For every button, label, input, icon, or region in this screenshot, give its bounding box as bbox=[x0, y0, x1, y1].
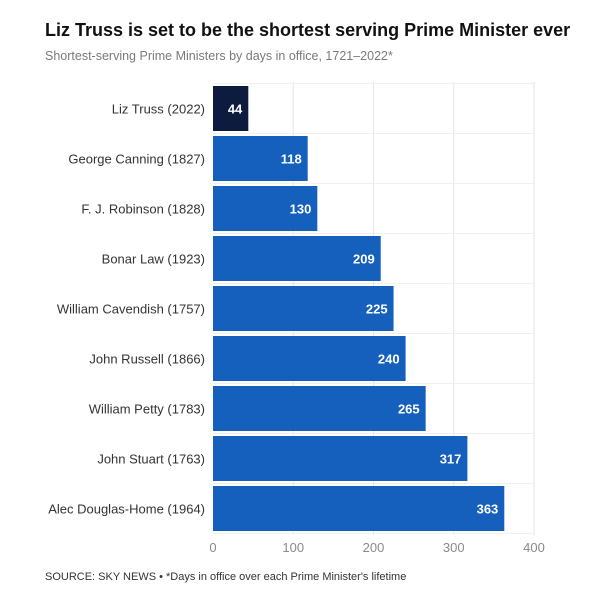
x-tick-label: 0 bbox=[209, 540, 216, 555]
source-note: SOURCE: SKY NEWS • *Days in office over … bbox=[45, 571, 407, 583]
bar bbox=[213, 236, 381, 281]
bar bbox=[213, 386, 426, 431]
category-label: William Cavendish (1757) bbox=[57, 302, 205, 317]
x-tick-label: 100 bbox=[282, 540, 304, 555]
bar bbox=[213, 336, 406, 381]
category-label: Bonar Law (1923) bbox=[102, 252, 205, 267]
category-label: William Petty (1783) bbox=[89, 402, 205, 417]
bar bbox=[213, 186, 318, 231]
x-tick-label: 400 bbox=[523, 540, 545, 555]
bar bbox=[213, 486, 505, 531]
chart-subtitle: Shortest-serving Prime Ministers by days… bbox=[45, 49, 393, 63]
data-label: 225 bbox=[366, 302, 388, 317]
data-label: 118 bbox=[281, 152, 302, 167]
x-tick-label: 200 bbox=[363, 540, 385, 555]
data-label: 317 bbox=[440, 452, 462, 467]
data-label: 44 bbox=[228, 102, 243, 117]
category-label: John Russell (1866) bbox=[89, 352, 205, 367]
bar bbox=[213, 286, 394, 331]
x-tick-label: 300 bbox=[443, 540, 465, 555]
chart-title: Liz Truss is set to be the shortest serv… bbox=[45, 20, 571, 40]
data-label: 363 bbox=[477, 502, 499, 517]
category-label: F. J. Robinson (1828) bbox=[81, 202, 205, 217]
data-label: 130 bbox=[290, 202, 312, 217]
category-label: George Canning (1827) bbox=[68, 152, 205, 167]
data-label: 240 bbox=[378, 352, 400, 367]
category-label: John Stuart (1763) bbox=[97, 452, 205, 467]
category-label: Liz Truss (2022) bbox=[112, 102, 205, 117]
data-label: 209 bbox=[353, 252, 375, 267]
data-label: 265 bbox=[398, 402, 420, 417]
bar bbox=[213, 136, 308, 181]
category-label: Alec Douglas-Home (1964) bbox=[48, 502, 205, 517]
bar bbox=[213, 86, 249, 131]
bar bbox=[213, 436, 468, 481]
